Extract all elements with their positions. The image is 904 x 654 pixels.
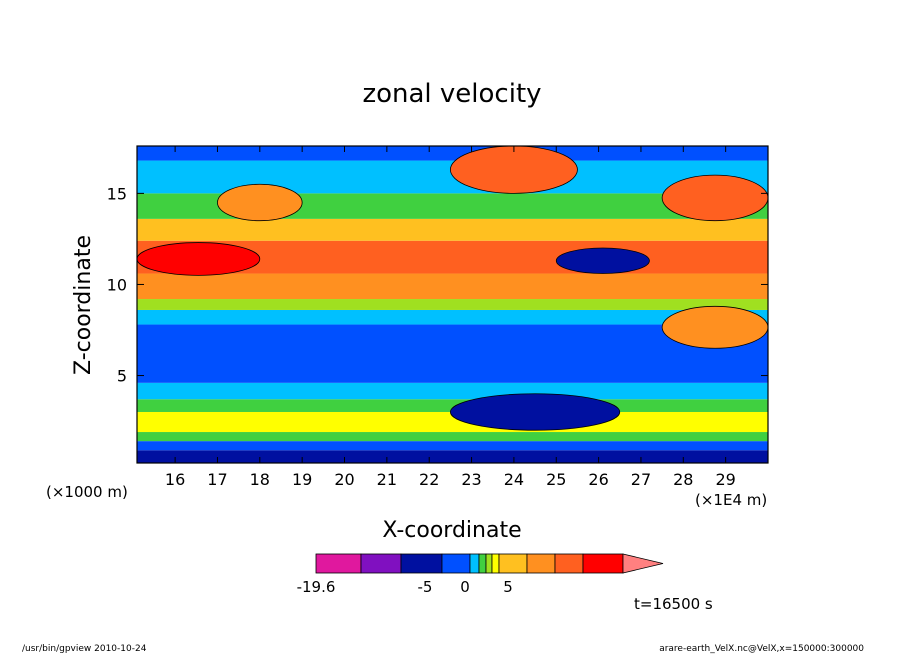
- colorbar-label: -5: [418, 578, 433, 596]
- x-tick-label: 19: [292, 470, 312, 489]
- heatmap-feature-6: [136, 242, 261, 276]
- heatmap-band-1: [137, 441, 768, 451]
- heatmap-band-6: [137, 324, 768, 383]
- footer-source: arare-earth_VelX.nc@VelX,x=150000:300000: [659, 644, 864, 654]
- colorbar-label: -19.6: [297, 578, 336, 596]
- plot-area: [136, 145, 769, 463]
- colorbar-labels: -19.6 -5 0 5: [297, 578, 513, 596]
- chart-title: zonal velocity: [362, 79, 541, 109]
- colorbar-segment-11: [582, 553, 624, 574]
- heatmap-band-5: [137, 382, 768, 400]
- heatmap-band-7: [137, 309, 768, 325]
- colorbar-extend-arrow: [622, 553, 664, 574]
- heatmap-band-11: [137, 218, 768, 241]
- x-tick-label: 21: [377, 470, 397, 489]
- heatmap-band-14: [137, 146, 768, 161]
- x-tick-label: 22: [419, 470, 439, 489]
- x-unit-right: (×1E4 m): [695, 491, 767, 509]
- heatmap-band-0: [137, 450, 768, 463]
- colorbar-segment-10: [554, 553, 584, 574]
- x-tick-label: 26: [588, 470, 608, 489]
- y-axis: 5 10 15: [107, 184, 768, 386]
- heatmap-feature-1: [555, 247, 650, 274]
- heatmap-band-9: [137, 273, 768, 300]
- heatmap-feature-5: [661, 305, 769, 349]
- x-tick-label: 23: [461, 470, 481, 489]
- x-unit-left: (×1000 m): [46, 483, 128, 501]
- y-tick-label: 10: [107, 275, 127, 294]
- colorbar-label: 0: [460, 578, 470, 596]
- heatmap-band-2: [137, 432, 768, 442]
- x-tick-label: 29: [715, 470, 735, 489]
- colorbar-segment-6: [485, 553, 493, 574]
- colorbar: [315, 553, 664, 574]
- x-tick-label: 24: [504, 470, 524, 489]
- footer-program: /usr/bin/gpview 2010-10-24: [22, 644, 147, 654]
- x-tick-label: 17: [207, 470, 227, 489]
- colorbar-segment-4: [469, 553, 480, 574]
- colorbar-segment-9: [526, 553, 556, 574]
- colorbar-segment-7: [491, 553, 500, 574]
- colorbar-segment-5: [478, 553, 487, 574]
- colorbar-segment-3: [441, 553, 471, 574]
- x-tick-label: 20: [334, 470, 354, 489]
- colorbar-segment-1: [360, 553, 402, 574]
- y-axis-label: Z-coordinate: [71, 235, 96, 375]
- heatmap-feature-4: [449, 145, 578, 194]
- time-label: t=16500 s: [634, 595, 713, 613]
- x-axis-label: X-coordinate: [382, 518, 521, 543]
- heatmap-feature-0: [449, 393, 621, 431]
- y-tick-label: 5: [117, 367, 127, 386]
- heatmap-feature-3: [661, 174, 769, 222]
- x-axis: 16 17 18 19 20 21 22 23 24 25 26 27 28 29: [165, 146, 736, 489]
- colorbar-segment-2: [400, 553, 443, 574]
- heatmap-band-8: [137, 299, 768, 310]
- plot-frame: [136, 145, 769, 464]
- colorbar-segment-8: [498, 553, 528, 574]
- x-tick-label: 27: [631, 470, 651, 489]
- x-tick-label: 25: [546, 470, 566, 489]
- x-tick-label: 16: [165, 470, 185, 489]
- x-tick-label: 18: [250, 470, 270, 489]
- x-tick-label: 28: [673, 470, 693, 489]
- colorbar-label: 5: [503, 578, 513, 596]
- y-tick-label: 15: [107, 184, 127, 203]
- colorbar-segment-0: [315, 553, 362, 574]
- heatmap-feature-2: [217, 183, 303, 222]
